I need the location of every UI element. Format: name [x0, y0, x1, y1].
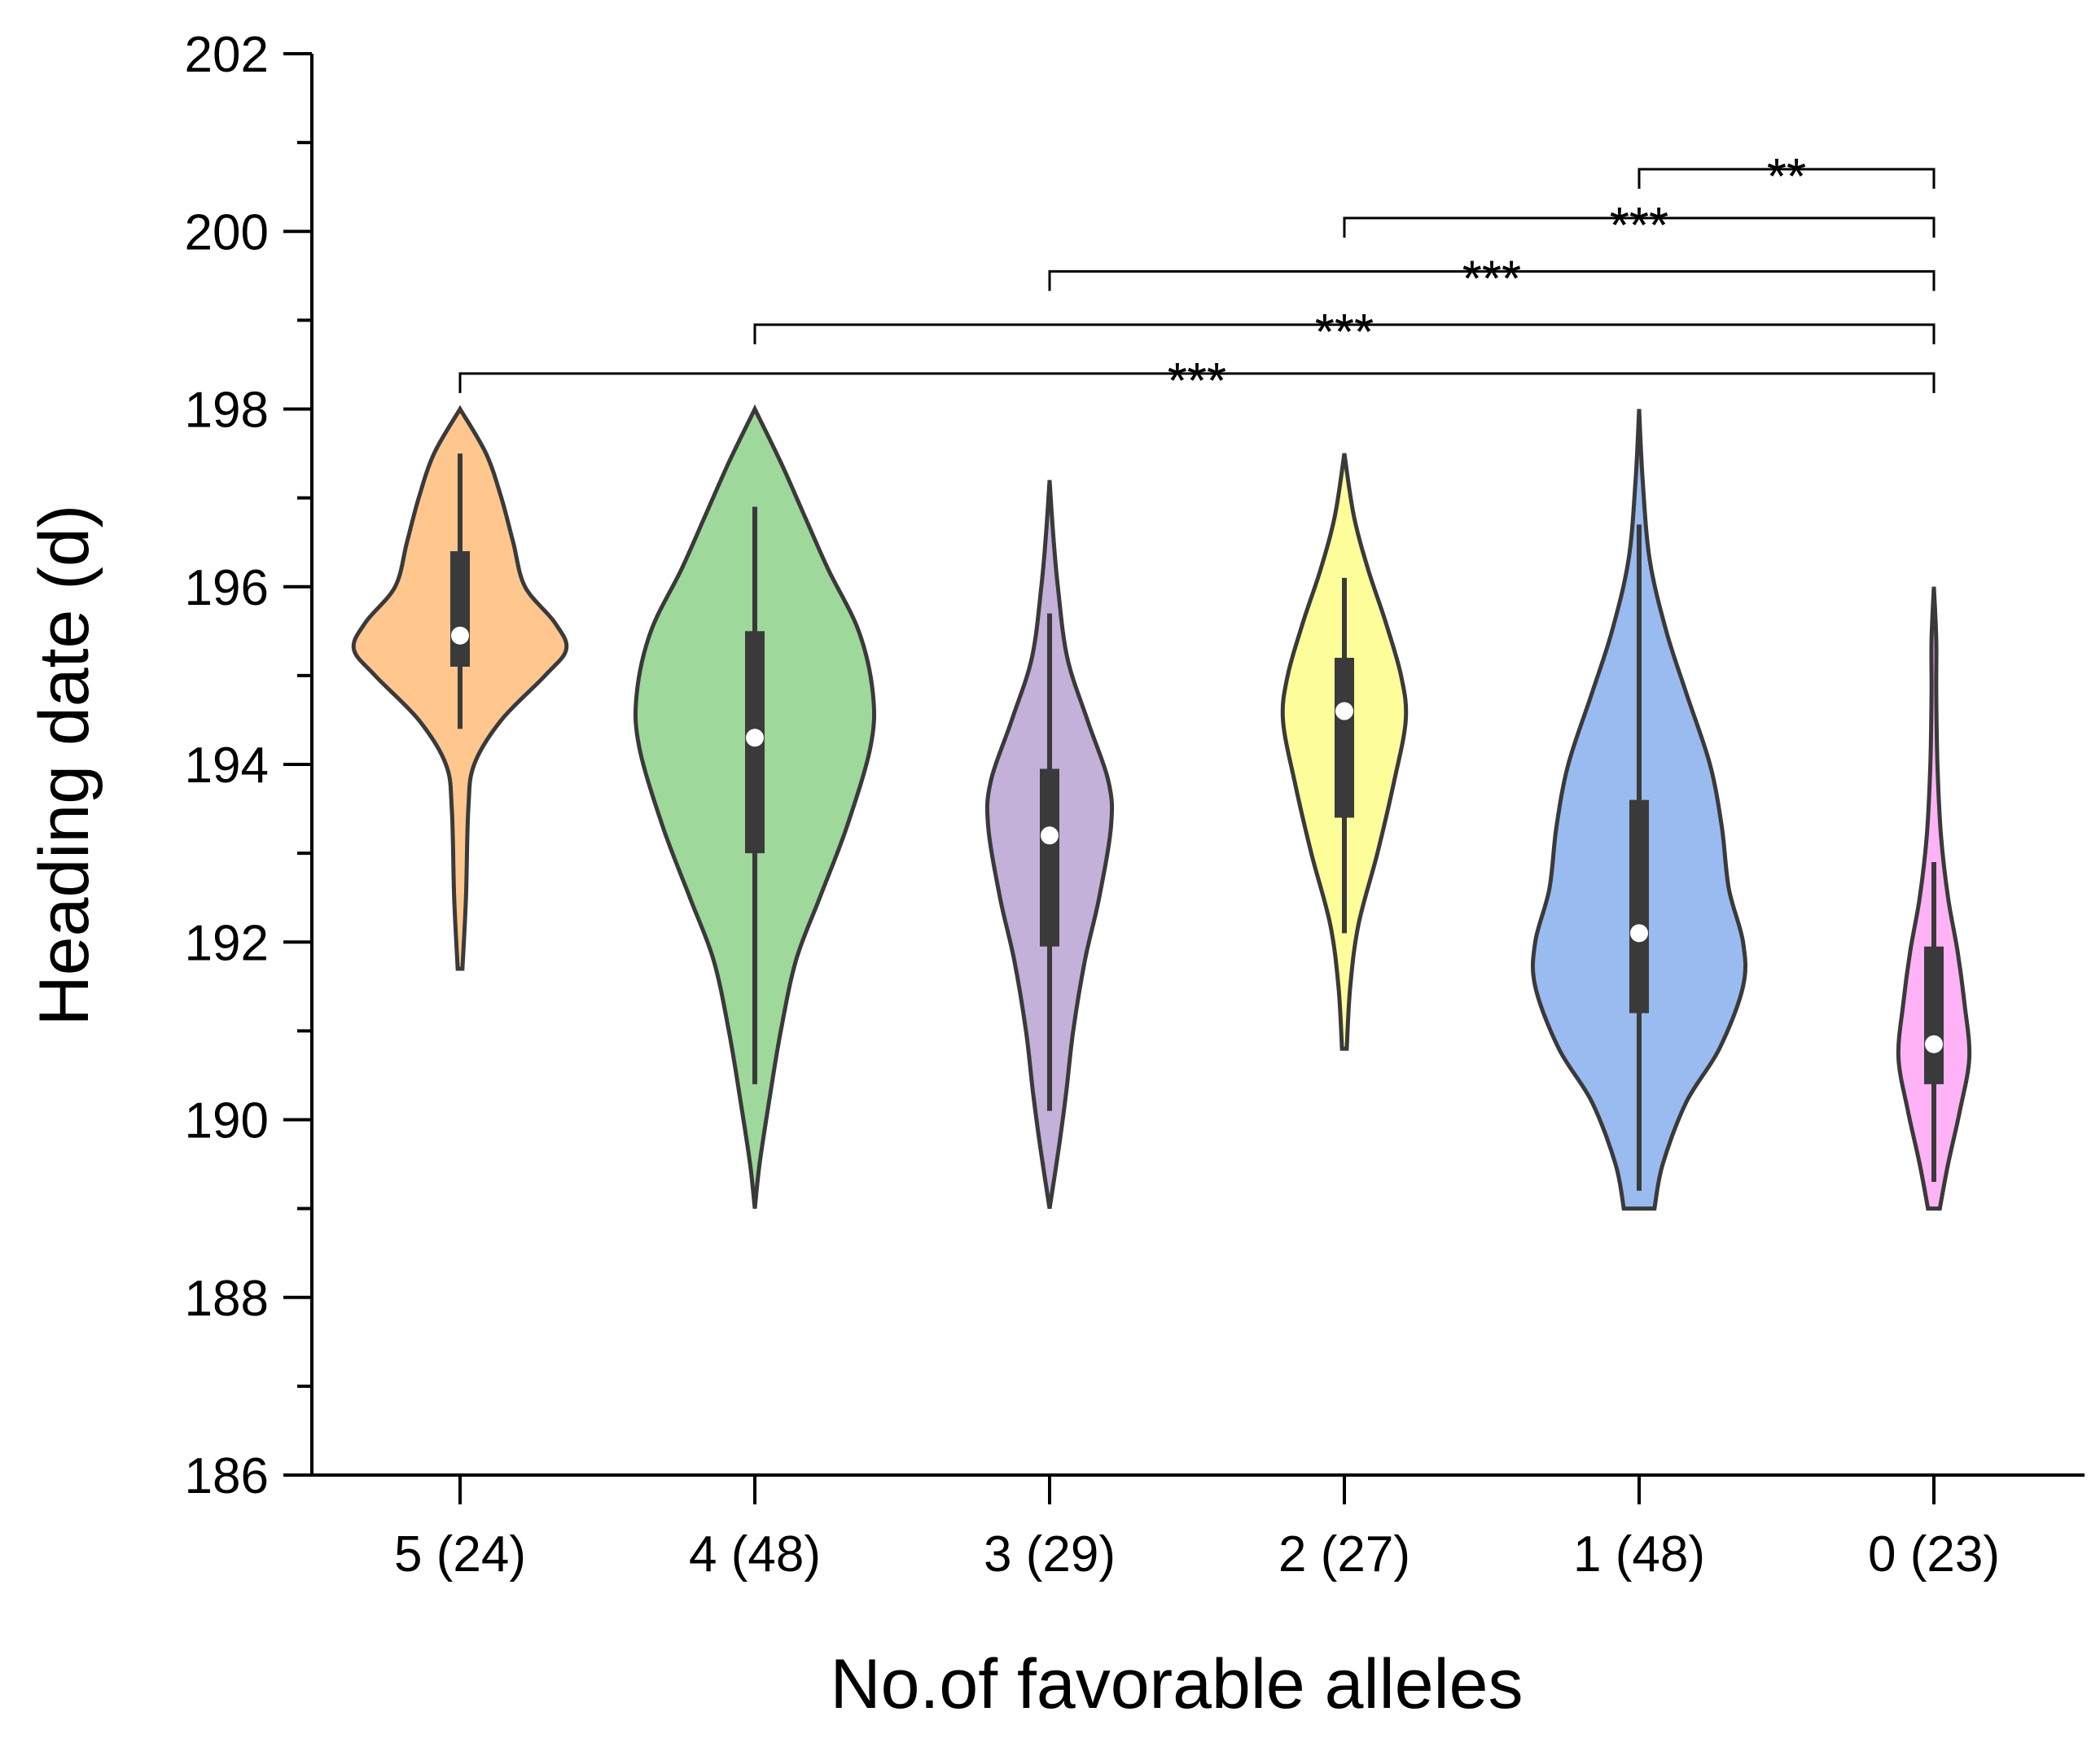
violin-median-point — [1925, 1035, 1943, 1053]
bracket-line — [1637, 168, 1936, 189]
y-tick-label: 186 — [185, 1448, 269, 1504]
significance-label: ** — [1767, 149, 1806, 205]
violin-group — [984, 479, 1115, 1210]
y-tick-label: 190 — [185, 1093, 269, 1149]
violin-median-point — [451, 626, 469, 645]
violin-group — [633, 404, 877, 1209]
significance-label: *** — [1315, 304, 1374, 361]
violin-median-point — [1630, 924, 1648, 943]
violin-median-point — [746, 729, 764, 747]
violin-iqr-box — [450, 551, 470, 667]
y-axis-title: Heading date (d) — [25, 505, 103, 1027]
significance-label: *** — [1168, 353, 1226, 409]
y-tick-label: 194 — [185, 738, 269, 794]
bracket-line — [753, 323, 1936, 344]
comparison-bracket: *** — [753, 304, 1936, 361]
axes — [310, 54, 2085, 1477]
bracket-line — [1343, 217, 1936, 238]
x-tick-label: 4 (48) — [689, 1526, 821, 1583]
x-tick-label: 1 (48) — [1573, 1526, 1705, 1583]
comparison-bracket: *** — [458, 353, 1936, 409]
y-tick-label: 200 — [185, 204, 269, 260]
violin-iqr-box — [1924, 946, 1944, 1084]
violin-median-point — [1041, 826, 1059, 845]
x-ticks: 5 (24) 4 (48) 3 (29) 2 (27) 1 (48) 0 (23) — [394, 1475, 2000, 1583]
x-tick-label: 3 (29) — [984, 1526, 1116, 1583]
comparison-bracket: ** — [1637, 149, 1936, 205]
comparison-bracket: *** — [1343, 198, 1936, 254]
y-tick-label: 188 — [185, 1271, 269, 1327]
violin-group — [1896, 586, 1972, 1211]
x-tick-label: 2 (27) — [1278, 1526, 1410, 1583]
significance-brackets: ************** — [458, 149, 1936, 409]
violin-iqr-box — [1040, 768, 1059, 947]
x-tick-label: 0 (23) — [1868, 1526, 2000, 1583]
significance-label: *** — [1462, 251, 1521, 307]
y-tick-label: 196 — [185, 560, 269, 616]
violins — [351, 404, 1972, 1211]
y-ticks: 186 188 190 192 194 196 198 200 202 — [185, 27, 312, 1504]
y-tick-label: 198 — [185, 383, 269, 439]
x-tick-label: 5 (24) — [394, 1526, 526, 1583]
y-tick-label: 192 — [185, 915, 269, 971]
violin-group — [351, 405, 569, 971]
violin-iqr-box — [1335, 658, 1354, 818]
y-tick-label: 202 — [185, 27, 269, 83]
comparison-bracket: *** — [1048, 251, 1936, 307]
violin-group — [1280, 453, 1409, 1051]
violin-group — [1531, 409, 1747, 1211]
bracket-line — [1048, 269, 1936, 291]
violin-iqr-box — [1629, 799, 1649, 1013]
violin-median-point — [1335, 702, 1353, 720]
bracket-line — [458, 372, 1936, 393]
significance-label: *** — [1610, 198, 1668, 254]
x-axis-title: No.of favorable alleles — [831, 1645, 1523, 1723]
